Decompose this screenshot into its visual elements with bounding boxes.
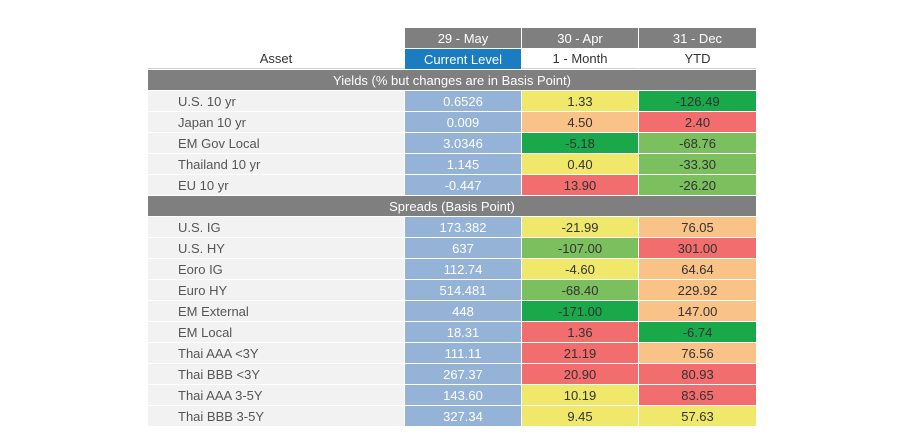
asset-name-cell: EM Gov Local bbox=[148, 133, 405, 153]
current-level-cell: 637 bbox=[405, 238, 522, 258]
one-month-change-cell: 1.36 bbox=[522, 322, 639, 342]
table-row: Thai AAA <3Y 111.11 21.19 76.56 bbox=[148, 343, 756, 364]
header-blank-cell bbox=[148, 28, 405, 48]
one-month-change-cell: 4.50 bbox=[522, 112, 639, 132]
current-level-cell: 267.37 bbox=[405, 364, 522, 384]
section-title: Spreads (Basis Point) bbox=[148, 196, 756, 216]
table-body: Yields (% but changes are in Basis Point… bbox=[148, 70, 756, 427]
asset-name-cell: Thai BBB <3Y bbox=[148, 364, 405, 384]
ytd-change-cell: -33.30 bbox=[639, 154, 756, 174]
one-month-change-cell: -21.99 bbox=[522, 217, 639, 237]
table-row: U.S. IG 173.382 -21.99 76.05 bbox=[148, 217, 756, 238]
ytd-change-cell: 64.64 bbox=[639, 259, 756, 279]
one-month-change-cell: 20.90 bbox=[522, 364, 639, 384]
current-level-cell: 448 bbox=[405, 301, 522, 321]
asset-name-cell: Thai AAA 3-5Y bbox=[148, 385, 405, 405]
header-date-row: 29 - May 30 - Apr 31 - Dec bbox=[148, 28, 756, 49]
ytd-change-cell: 80.93 bbox=[639, 364, 756, 384]
asset-name-cell: Euro HY bbox=[148, 280, 405, 300]
current-level-cell: 112.74 bbox=[405, 259, 522, 279]
current-level-cell: 0.009 bbox=[405, 112, 522, 132]
table-row: Thai BBB <3Y 267.37 20.90 80.93 bbox=[148, 364, 756, 385]
asset-name-cell: Eoro IG bbox=[148, 259, 405, 279]
header-date-month: 30 - Apr bbox=[522, 28, 639, 48]
one-month-change-cell: 1.33 bbox=[522, 91, 639, 111]
ytd-change-cell: 2.40 bbox=[639, 112, 756, 132]
current-level-cell: 514.481 bbox=[405, 280, 522, 300]
ytd-change-cell: -126.49 bbox=[639, 91, 756, 111]
header-label-row: Asset Current Level 1 - Month YTD bbox=[148, 49, 756, 70]
one-month-change-cell: -68.40 bbox=[522, 280, 639, 300]
header-date-ytd: 31 - Dec bbox=[639, 28, 756, 48]
ytd-change-cell: 76.56 bbox=[639, 343, 756, 363]
asset-performance-table: 29 - May 30 - Apr 31 - Dec Asset Current… bbox=[148, 28, 756, 427]
table-row: EU 10 yr -0.447 13.90 -26.20 bbox=[148, 175, 756, 196]
table-row: EM External 448 -171.00 147.00 bbox=[148, 301, 756, 322]
current-level-cell: 0.6526 bbox=[405, 91, 522, 111]
asset-name-cell: U.S. HY bbox=[148, 238, 405, 258]
one-month-change-cell: 13.90 bbox=[522, 175, 639, 195]
ytd-change-cell: -68.76 bbox=[639, 133, 756, 153]
header-ytd: YTD bbox=[639, 49, 756, 69]
current-level-cell: 1.145 bbox=[405, 154, 522, 174]
one-month-change-cell: 10.19 bbox=[522, 385, 639, 405]
current-level-cell: -0.447 bbox=[405, 175, 522, 195]
table-row: Thai AAA 3-5Y 143.60 10.19 83.65 bbox=[148, 385, 756, 406]
header-asset: Asset bbox=[148, 49, 405, 69]
ytd-change-cell: 83.65 bbox=[639, 385, 756, 405]
current-level-cell: 173.382 bbox=[405, 217, 522, 237]
current-level-cell: 111.11 bbox=[405, 343, 522, 363]
ytd-change-cell: 229.92 bbox=[639, 280, 756, 300]
asset-name-cell: EM External bbox=[148, 301, 405, 321]
ytd-change-cell: -6.74 bbox=[639, 322, 756, 342]
ytd-change-cell: 147.00 bbox=[639, 301, 756, 321]
asset-name-cell: Japan 10 yr bbox=[148, 112, 405, 132]
asset-name-cell: EU 10 yr bbox=[148, 175, 405, 195]
ytd-change-cell: 57.63 bbox=[639, 406, 756, 426]
header-date-current: 29 - May bbox=[405, 28, 522, 48]
section-row: Yields (% but changes are in Basis Point… bbox=[148, 70, 756, 91]
table-row: Euro HY 514.481 -68.40 229.92 bbox=[148, 280, 756, 301]
one-month-change-cell: -5.18 bbox=[522, 133, 639, 153]
one-month-change-cell: 0.40 bbox=[522, 154, 639, 174]
asset-name-cell: Thai BBB 3-5Y bbox=[148, 406, 405, 426]
table-row: U.S. 10 yr 0.6526 1.33 -126.49 bbox=[148, 91, 756, 112]
asset-name-cell: U.S. 10 yr bbox=[148, 91, 405, 111]
current-level-cell: 143.60 bbox=[405, 385, 522, 405]
header-one-month: 1 - Month bbox=[522, 49, 639, 69]
current-level-cell: 18.31 bbox=[405, 322, 522, 342]
table-row: EM Local 18.31 1.36 -6.74 bbox=[148, 322, 756, 343]
asset-name-cell: U.S. IG bbox=[148, 217, 405, 237]
table-row: U.S. HY 637 -107.00 301.00 bbox=[148, 238, 756, 259]
ytd-change-cell: 76.05 bbox=[639, 217, 756, 237]
asset-name-cell: EM Local bbox=[148, 322, 405, 342]
asset-name-cell: Thai AAA <3Y bbox=[148, 343, 405, 363]
one-month-change-cell: 9.45 bbox=[522, 406, 639, 426]
one-month-change-cell: -171.00 bbox=[522, 301, 639, 321]
table-row: EM Gov Local 3.0346 -5.18 -68.76 bbox=[148, 133, 756, 154]
table-row: Thailand 10 yr 1.145 0.40 -33.30 bbox=[148, 154, 756, 175]
table-row: Eoro IG 112.74 -4.60 64.64 bbox=[148, 259, 756, 280]
ytd-change-cell: -26.20 bbox=[639, 175, 756, 195]
table-row: Thai BBB 3-5Y 327.34 9.45 57.63 bbox=[148, 406, 756, 427]
section-title: Yields (% but changes are in Basis Point… bbox=[148, 70, 756, 90]
one-month-change-cell: 21.19 bbox=[522, 343, 639, 363]
one-month-change-cell: -4.60 bbox=[522, 259, 639, 279]
section-row: Spreads (Basis Point) bbox=[148, 196, 756, 217]
table-row: Japan 10 yr 0.009 4.50 2.40 bbox=[148, 112, 756, 133]
asset-name-cell: Thailand 10 yr bbox=[148, 154, 405, 174]
ytd-change-cell: 301.00 bbox=[639, 238, 756, 258]
current-level-cell: 327.34 bbox=[405, 406, 522, 426]
one-month-change-cell: -107.00 bbox=[522, 238, 639, 258]
header-current-level: Current Level bbox=[405, 49, 522, 69]
current-level-cell: 3.0346 bbox=[405, 133, 522, 153]
